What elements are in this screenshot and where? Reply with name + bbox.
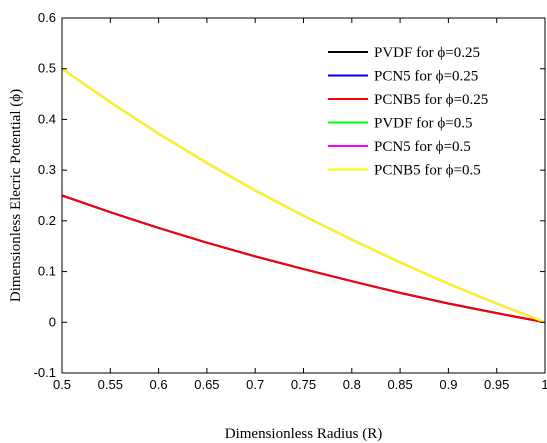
x-tick-label: 0.75 xyxy=(291,377,316,392)
legend-label-2: PCN5 for ϕ=0.25 xyxy=(374,69,478,85)
x-tick-label: 0.65 xyxy=(194,377,219,392)
ticks-layer: 0.5 0.55 0.6 0.65 0.7 0.75 0.8 0.85 0.9 0.95 1 -0.1… xyxy=(34,10,547,392)
y-axis-title: Dimensionless Elecric Potential (ϕ) xyxy=(8,89,24,302)
y-tick-label: 0.3 xyxy=(38,162,56,177)
legend-label-1: PVDF for ϕ=0.25 xyxy=(374,45,480,61)
legend-label-5: PCN5 for ϕ=0.5 xyxy=(374,139,471,155)
y-tick-label: 0.2 xyxy=(38,213,56,228)
x-tick-label: 0.7 xyxy=(246,377,264,392)
series-line-3 xyxy=(61,194,546,324)
y-tick-label: -0.1 xyxy=(34,365,56,380)
x-tick-label: 0.95 xyxy=(484,377,509,392)
x-tick-label: 0.9 xyxy=(439,377,457,392)
x-tick-label: 1 xyxy=(541,377,547,392)
x-tick-label: 0.85 xyxy=(387,377,412,392)
x-tick-label: 0.8 xyxy=(343,377,361,392)
legend-box xyxy=(318,38,518,191)
y-tick-label: 0.6 xyxy=(38,10,56,25)
x-tick-label: 0.5 xyxy=(53,377,71,392)
y-tick-label: 0.4 xyxy=(38,111,56,126)
series-line-6 xyxy=(61,67,546,324)
legend-items: PVDF for ϕ=0.25 PCN5 for ϕ=0.25 PCNB5 for … xyxy=(328,45,488,179)
y-tick-label: 0.5 xyxy=(38,61,56,76)
legend-label-3: PCNB5 for ϕ=0.25 xyxy=(374,92,488,108)
x-axis-title: Dimensionless Radius (R) xyxy=(225,426,383,442)
legend-label-6: PCNB5 for ϕ=0.5 xyxy=(374,163,481,179)
x-tick-label: 0.6 xyxy=(150,377,168,392)
x-tick-label: 0.55 xyxy=(98,377,123,392)
plot-area-frame xyxy=(61,17,546,374)
y-tick-label: 0.1 xyxy=(38,264,56,279)
series-layer xyxy=(61,67,546,324)
legend-label-4: PVDF for ϕ=0.5 xyxy=(374,116,472,132)
legend: PVDF for ϕ=0.25 PCN5 for ϕ=0.25 PCNB5 for … xyxy=(318,38,518,191)
y-tick-label: 0 xyxy=(49,314,56,329)
